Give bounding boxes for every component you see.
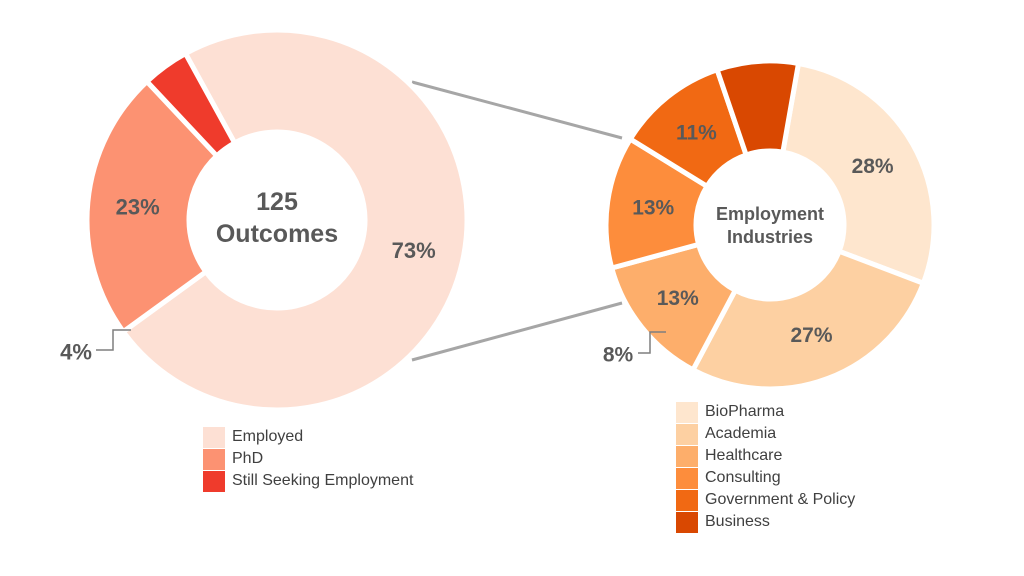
legend-item: Government & Policy: [676, 489, 855, 511]
center-label-outcomes-line1: 125: [256, 188, 298, 216]
outcomes-donut: 73% 23% 4%: [60, 27, 470, 413]
legend-item: Consulting: [676, 467, 855, 489]
legend-label: Academia: [705, 425, 777, 442]
slice-business: [714, 58, 801, 158]
slice-biopharma: [780, 60, 937, 286]
data-label: 23%: [116, 194, 160, 219]
center-label-industries-line2: Industries: [727, 227, 813, 247]
slice-academia: [690, 248, 926, 392]
slice-employed: [120, 27, 470, 413]
legend-swatch: [676, 401, 698, 423]
legend-label: BioPharma: [705, 403, 785, 420]
leader-line-seeking: [96, 329, 131, 351]
legend-swatch: [676, 511, 698, 533]
center-label-industries-line1: Employment: [716, 204, 824, 224]
data-label: 11%: [676, 121, 717, 144]
legend-item: PhD: [203, 448, 413, 470]
legend-swatch: [676, 423, 698, 445]
legend-swatch: [203, 448, 225, 470]
data-label: 13%: [632, 197, 674, 220]
slice-still-seeking-employment: [144, 51, 238, 159]
center-label-outcomes-line2: Outcomes: [216, 220, 338, 248]
legend-item: Employed: [203, 426, 413, 448]
legend-label: Healthcare: [705, 447, 783, 464]
legend-item: Healthcare: [676, 445, 855, 467]
legend-label: Business: [705, 513, 770, 530]
legend-label: Still Seeking Employment: [232, 472, 414, 489]
legend-item: Academia: [676, 423, 855, 445]
legend-label: Employed: [232, 428, 304, 445]
legend-swatch: [203, 470, 225, 492]
legend-item: Still Seeking Employment: [203, 470, 413, 492]
legend-label: PhD: [232, 450, 264, 467]
data-label: 27%: [791, 324, 833, 347]
leader-line-business: [638, 331, 666, 354]
legend-swatch: [203, 426, 225, 448]
connector-line-top: [411, 80, 623, 140]
slice-phd: [84, 78, 220, 335]
legend-swatch: [676, 489, 698, 511]
legend-item: Business: [676, 511, 855, 533]
legend-label: Consulting: [705, 469, 781, 486]
legend-outcomes: Employed PhD Still Seeking Employment: [203, 426, 413, 492]
legend-swatch: [676, 467, 698, 489]
connector-line-bottom: [411, 301, 623, 362]
legend-item: BioPharma: [676, 401, 855, 423]
data-label: 28%: [852, 155, 894, 178]
legend-label: Government & Policy: [705, 491, 856, 508]
data-label: 8%: [603, 344, 634, 367]
data-label: 4%: [60, 340, 92, 365]
legend-swatch: [676, 445, 698, 467]
legend-industries: BioPharma Academia Healthcare Consulting…: [676, 401, 855, 533]
industries-donut: 28% 27% 13% 13% 11% 8%: [603, 58, 937, 392]
data-label: 73%: [392, 238, 436, 263]
data-label: 13%: [657, 287, 699, 310]
